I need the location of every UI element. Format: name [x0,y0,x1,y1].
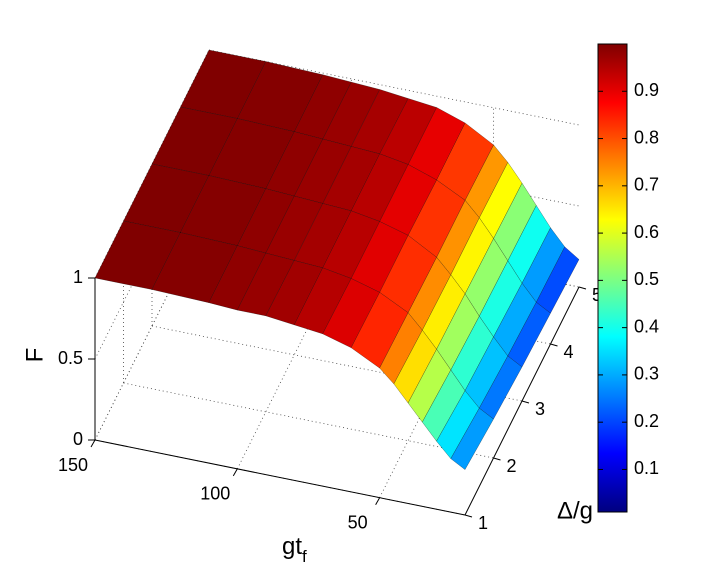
y-tick-label: 2 [506,456,516,476]
x-tick-label: 100 [200,484,230,504]
y-tick [578,286,587,290]
x-label-sub: f [302,547,307,566]
surface [94,49,580,470]
y-tick [464,514,473,518]
surface-cell [450,407,494,470]
colorbar-tick-label: 0.8 [634,127,659,147]
grid-line [151,325,523,402]
colorbar-tick-label: 0.3 [634,364,659,384]
y-tick [493,457,501,461]
y-tick-label: 4 [563,342,573,362]
colorbar-tick-label: 0.9 [634,80,659,100]
y-axis-label: Δ/g [557,497,593,524]
colorbar-tick-label: 0.5 [634,269,659,289]
y-tick [521,400,530,404]
y-tick [550,343,558,347]
colorbar [597,43,628,513]
x-axis [94,439,466,516]
y-tick-label: 1 [478,513,488,533]
colorbar-tick-label: 0.2 [634,411,659,431]
grid-line [208,49,580,126]
x-tick [375,497,381,505]
colorbar-tick-label: 0.1 [634,458,659,478]
y-tick-label: 5 [592,285,602,305]
z-tick-label: 0.5 [58,348,83,368]
grid-line [123,382,494,459]
x-tick [232,468,238,477]
colorbar-tick-label: 0.4 [634,316,659,336]
x-label-main: gt [282,533,302,560]
z-axis-label: F [21,348,48,363]
y-tick-label: 3 [535,399,545,419]
z-tick-label: 0 [73,429,83,449]
z-tick-label: 1 [73,267,83,287]
colorbar-tick-label: 0.7 [634,175,659,195]
x-axis-label: gtf [282,533,307,566]
x-tick-label: 50 [348,512,368,532]
colorbar-tick-label: 0.6 [634,222,659,242]
x-tick-label: 150 [58,455,88,475]
colorbar-ticks: 0.1 0.2 0.3 0.4 0.5 0.6 0.7 0.8 0.9 [598,80,659,478]
x-tick [90,439,96,448]
